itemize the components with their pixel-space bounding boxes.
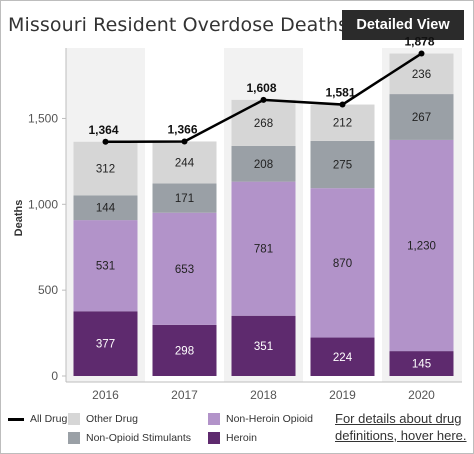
bar-other-drug-2020 bbox=[389, 53, 454, 95]
bar-non-heroin-opioid-2019 bbox=[310, 188, 375, 338]
bar-value-label: 212 bbox=[333, 118, 352, 130]
legend-item-non-opioid-stimulants: Non-Opioid Stimulants bbox=[68, 432, 191, 444]
all-drug-point bbox=[339, 101, 346, 108]
drug-definitions-link[interactable]: For details about drug definitions, hove… bbox=[335, 410, 467, 444]
legend-swatch bbox=[8, 417, 24, 421]
bar-value-label: 144 bbox=[96, 203, 116, 215]
legend-item-other-drug: Other Drug bbox=[68, 413, 138, 425]
all-drug-point bbox=[418, 50, 425, 57]
all-drug-point bbox=[181, 138, 188, 145]
bar-other-drug-2017 bbox=[152, 141, 217, 184]
bar-non-opioid-stimulants-2019 bbox=[310, 140, 375, 189]
bar-stack-group: 377 531 144 312 298 653 171 244 351 781 208 268 224 8… bbox=[73, 53, 454, 376]
bar-value-label: 224 bbox=[333, 352, 353, 364]
all-drug-value-label: 1,878 bbox=[404, 35, 434, 49]
bar-non-opioid-stimulants-2016 bbox=[73, 195, 138, 221]
bar-other-drug-2018 bbox=[231, 99, 296, 146]
bar-value-label: 781 bbox=[254, 244, 273, 256]
bar-value-label: 653 bbox=[175, 264, 194, 276]
y-tick-label: 1,000 bbox=[28, 197, 58, 211]
bar-value-label: 312 bbox=[96, 164, 115, 176]
y-tick-label: 0 bbox=[51, 369, 58, 383]
drug-definitions-link-line1: For details about drug bbox=[335, 411, 462, 426]
legend-label: Other Drug bbox=[86, 413, 138, 425]
bar-heroin-2017 bbox=[152, 324, 217, 376]
bar-non-opioid-stimulants-2020 bbox=[389, 94, 454, 140]
all-drug-value-label: 1,608 bbox=[246, 81, 276, 95]
bar-value-label: 236 bbox=[412, 69, 431, 81]
all-drug-value-label: 1,366 bbox=[167, 122, 197, 136]
legend-swatch bbox=[68, 432, 80, 444]
legend-label: Heroin bbox=[226, 432, 257, 444]
bar-other-drug-2016 bbox=[73, 141, 138, 196]
all-drug-point bbox=[102, 138, 109, 145]
bar-heroin-2020 bbox=[389, 351, 454, 376]
bar-non-heroin-opioid-2017 bbox=[152, 212, 217, 325]
bar-value-label: 377 bbox=[96, 339, 115, 351]
bar-non-opioid-stimulants-2017 bbox=[152, 183, 217, 213]
y-tick-label: 1,500 bbox=[28, 111, 58, 125]
bar-value-label: 171 bbox=[175, 193, 194, 205]
page-title: Missouri Resident Overdose Deaths bbox=[8, 14, 349, 36]
legend-item-non-heroin-opioid: Non-Heroin Opioid bbox=[208, 413, 313, 425]
legend-label: Non-Opioid Stimulants bbox=[86, 432, 192, 444]
bar-value-label: 351 bbox=[254, 341, 273, 353]
legend-item-all-drug: All Drug bbox=[8, 413, 67, 425]
bar-value-label: 268 bbox=[254, 118, 273, 130]
bar-value-label: 208 bbox=[254, 159, 273, 171]
all-drug-value-label: 1,364 bbox=[88, 123, 118, 137]
y-tick-label: 500 bbox=[38, 283, 58, 297]
bar-heroin-2016 bbox=[73, 311, 138, 376]
detailed-view-button[interactable]: Detailed View bbox=[342, 10, 464, 40]
legend-swatch bbox=[208, 413, 220, 425]
legend-swatch bbox=[208, 432, 220, 444]
bar-heroin-2019 bbox=[310, 337, 375, 376]
bar-non-heroin-opioid-2018 bbox=[231, 181, 296, 316]
axes: 0 500 1,000 1,500 2016 2017 2018 2019 2020 Deaths bbox=[13, 48, 462, 402]
bar-non-heroin-opioid-2020 bbox=[389, 139, 454, 352]
legend-label: All Drug bbox=[30, 413, 68, 425]
drug-definitions-link-line2: definitions, hover here. bbox=[335, 428, 467, 443]
bar-other-drug-2019 bbox=[310, 104, 375, 141]
x-tick-label: 2020 bbox=[408, 388, 435, 402]
bar-value-label: 145 bbox=[412, 359, 431, 371]
bar-value-label: 531 bbox=[96, 261, 115, 273]
bar-heroin-2018 bbox=[231, 315, 296, 376]
legend-swatch bbox=[68, 413, 80, 425]
x-tick-label: 2017 bbox=[171, 388, 198, 402]
bar-value-label: 275 bbox=[333, 160, 352, 172]
x-tick-label: 2016 bbox=[92, 388, 119, 402]
all-drug-line-group: 1,364 1,366 1,608 1,581 1,878 bbox=[88, 35, 435, 145]
bar-non-opioid-stimulants-2018 bbox=[231, 145, 296, 182]
all-drug-value-label: 1,581 bbox=[325, 86, 355, 100]
x-tick-label: 2018 bbox=[250, 388, 277, 402]
bar-value-label: 1,230 bbox=[407, 241, 436, 253]
bar-non-heroin-opioid-2016 bbox=[73, 220, 138, 312]
bar-value-label: 870 bbox=[333, 258, 352, 270]
bar-value-label: 298 bbox=[175, 345, 194, 357]
bar-value-label: 267 bbox=[412, 112, 431, 124]
bar-value-label: 244 bbox=[175, 157, 195, 169]
all-drug-point bbox=[260, 96, 267, 103]
x-tick-label: 2019 bbox=[329, 388, 356, 402]
legend-item-heroin: Heroin bbox=[208, 432, 257, 444]
legend-label: Non-Heroin Opioid bbox=[226, 413, 313, 425]
y-axis-title: Deaths bbox=[13, 200, 25, 237]
